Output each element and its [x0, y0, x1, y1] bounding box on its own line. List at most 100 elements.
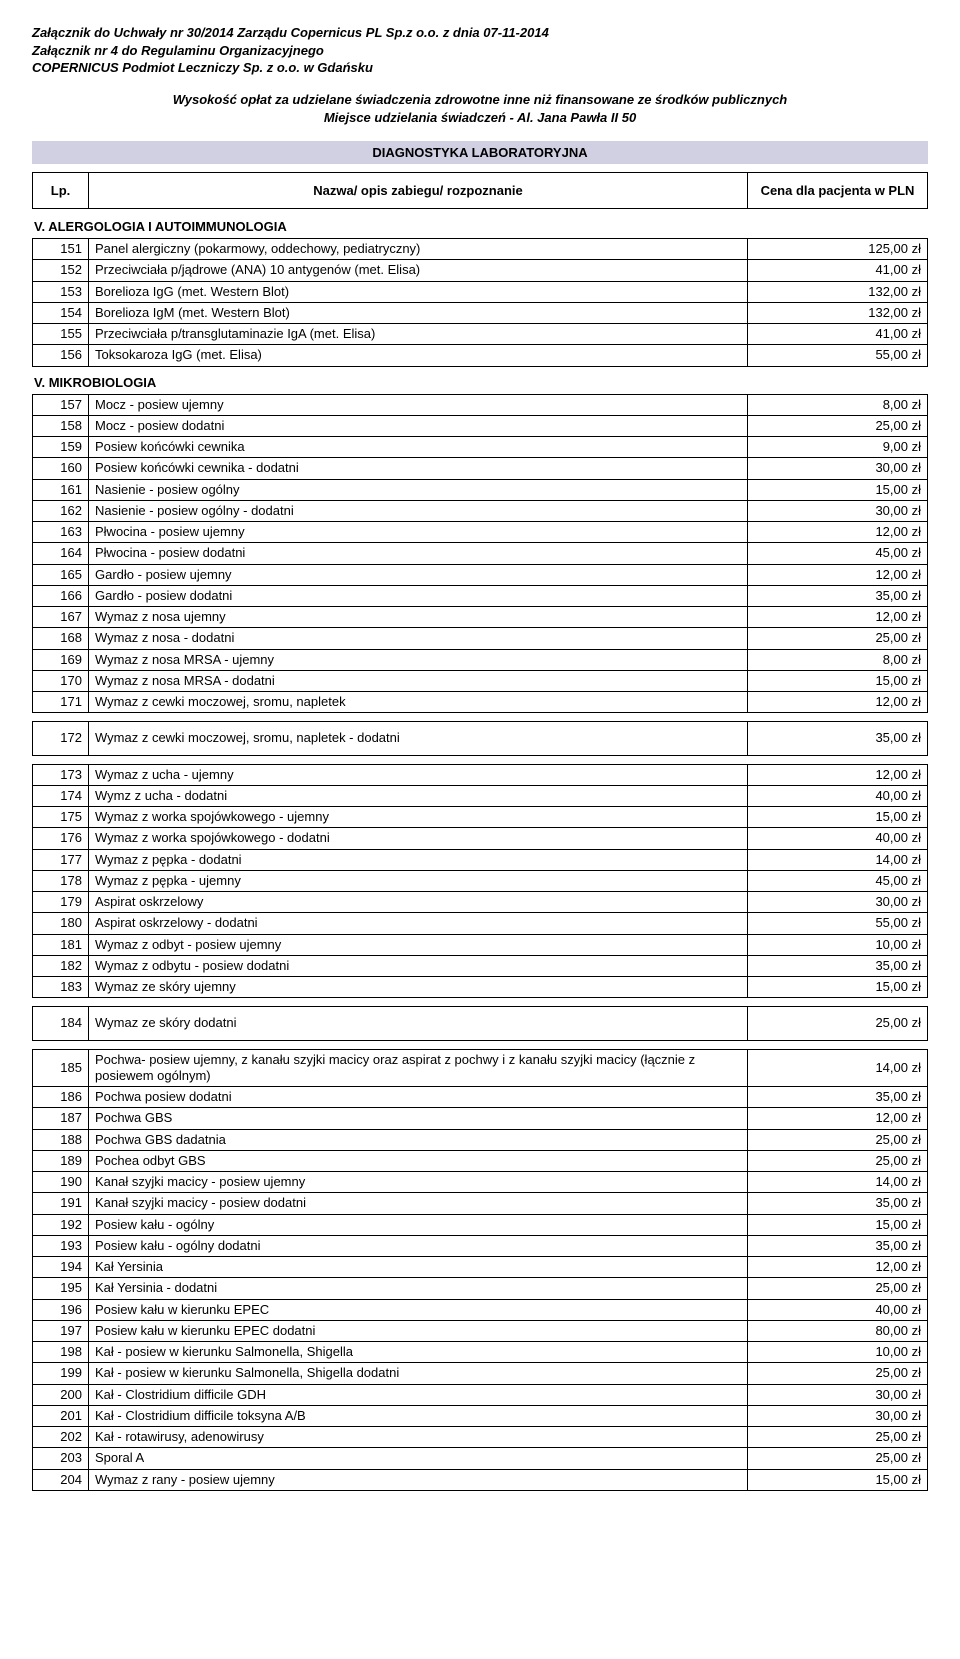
- row-name: Kanał szyjki macicy - posiew dodatni: [89, 1193, 748, 1214]
- column-header-row: Lp. Nazwa/ opis zabiegu/ rozpoznanie Cen…: [33, 173, 928, 209]
- table-row: 159Posiew końcówki cewnika9,00 zł: [33, 437, 928, 458]
- table-row: 181Wymaz z odbyt - posiew ujemny10,00 zł: [33, 934, 928, 955]
- row-name: Przeciwciała p/transglutaminazie IgA (me…: [89, 324, 748, 345]
- row-name: Przeciwciała p/jądrowe (ANA) 10 antygenó…: [89, 260, 748, 281]
- row-price: 30,00 zł: [748, 1384, 928, 1405]
- row-price: 35,00 zł: [748, 722, 928, 755]
- row-name: Płwocina - posiew ujemny: [89, 522, 748, 543]
- row-number: 163: [33, 522, 89, 543]
- row-name: Wymaz ze skóry dodatni: [89, 1007, 748, 1040]
- row-price: 40,00 zł: [748, 1299, 928, 1320]
- data-table: 172Wymaz z cewki moczowej, sromu, naplet…: [32, 721, 928, 755]
- column-header-table: Lp. Nazwa/ opis zabiegu/ rozpoznanie Cen…: [32, 172, 928, 209]
- group-heading: V. MIKROBIOLOGIA: [34, 375, 928, 390]
- row-price: 15,00 zł: [748, 1214, 928, 1235]
- row-name: Nasienie - posiew ogólny: [89, 479, 748, 500]
- row-number: 155: [33, 324, 89, 345]
- table-row: 156Toksokaroza IgG (met. Elisa)55,00 zł: [33, 345, 928, 366]
- row-price: 8,00 zł: [748, 394, 928, 415]
- row-number: 198: [33, 1342, 89, 1363]
- row-price: 80,00 zł: [748, 1320, 928, 1341]
- row-price: 40,00 zł: [748, 828, 928, 849]
- row-number: 175: [33, 807, 89, 828]
- table-row: 154Borelioza IgM (met. Western Blot)132,…: [33, 302, 928, 323]
- data-table: 173Wymaz z ucha - ujemny12,00 zł174Wymz …: [32, 764, 928, 999]
- row-number: 186: [33, 1087, 89, 1108]
- row-number: 188: [33, 1129, 89, 1150]
- row-price: 132,00 zł: [748, 302, 928, 323]
- row-name: Kał Yersinia: [89, 1257, 748, 1278]
- row-number: 167: [33, 607, 89, 628]
- table-row: 200Kał - Clostridium difficile GDH30,00 …: [33, 1384, 928, 1405]
- table-row: 185Pochwa- posiew ujemny, z kanału szyjk…: [33, 1049, 928, 1087]
- row-name: Pochwa posiew dodatni: [89, 1087, 748, 1108]
- row-price: 12,00 zł: [748, 1257, 928, 1278]
- row-number: 202: [33, 1427, 89, 1448]
- row-price: 25,00 zł: [748, 1278, 928, 1299]
- table-row: 164Płwocina - posiew dodatni45,00 zł: [33, 543, 928, 564]
- row-number: 170: [33, 670, 89, 691]
- row-name: Mocz - posiew ujemny: [89, 394, 748, 415]
- table-row: 174Wymz z ucha - dodatni40,00 zł: [33, 785, 928, 806]
- row-number: 154: [33, 302, 89, 323]
- row-name: Wymaz z nosa MRSA - ujemny: [89, 649, 748, 670]
- row-name: Wymaz z pępka - dodatni: [89, 849, 748, 870]
- row-price: 25,00 zł: [748, 1007, 928, 1040]
- row-price: 9,00 zł: [748, 437, 928, 458]
- table-row: 198Kał - posiew w kierunku Salmonella, S…: [33, 1342, 928, 1363]
- row-number: 171: [33, 692, 89, 713]
- row-number: 168: [33, 628, 89, 649]
- groups-container: V. ALERGOLOGIA I AUTOIMMUNOLOGIA151Panel…: [32, 219, 928, 1491]
- row-price: 10,00 zł: [748, 1342, 928, 1363]
- row-name: Pochwa GBS dadatnia: [89, 1129, 748, 1150]
- row-number: 176: [33, 828, 89, 849]
- row-number: 200: [33, 1384, 89, 1405]
- table-row: 188Pochwa GBS dadatnia25,00 zł: [33, 1129, 928, 1150]
- row-price: 132,00 zł: [748, 281, 928, 302]
- row-name: Kanał szyjki macicy - posiew ujemny: [89, 1172, 748, 1193]
- row-number: 185: [33, 1049, 89, 1087]
- row-price: 35,00 zł: [748, 585, 928, 606]
- row-price: 15,00 zł: [748, 977, 928, 998]
- table-row: 179Aspirat oskrzelowy30,00 zł: [33, 892, 928, 913]
- header-line-1: Załącznik do Uchwały nr 30/2014 Zarządu …: [32, 24, 928, 42]
- table-row: 169Wymaz z nosa MRSA - ujemny8,00 zł: [33, 649, 928, 670]
- table-row: 184Wymaz ze skóry dodatni25,00 zł: [33, 1007, 928, 1040]
- row-price: 10,00 zł: [748, 934, 928, 955]
- table-row: 172Wymaz z cewki moczowej, sromu, naplet…: [33, 722, 928, 755]
- row-number: 151: [33, 239, 89, 260]
- row-price: 25,00 zł: [748, 415, 928, 436]
- row-number: 192: [33, 1214, 89, 1235]
- row-number: 187: [33, 1108, 89, 1129]
- row-number: 203: [33, 1448, 89, 1469]
- row-name: Wymaz z nosa MRSA - dodatni: [89, 670, 748, 691]
- row-name: Posiew kału - ogólny dodatni: [89, 1235, 748, 1256]
- document-header: Załącznik do Uchwały nr 30/2014 Zarządu …: [32, 24, 928, 77]
- row-name: Toksokaroza IgG (met. Elisa): [89, 345, 748, 366]
- row-price: 41,00 zł: [748, 324, 928, 345]
- row-number: 204: [33, 1469, 89, 1490]
- section-banner: DIAGNOSTYKA LABORATORYJNA: [32, 141, 928, 164]
- row-name: Aspirat oskrzelowy - dodatni: [89, 913, 748, 934]
- table-row: 160Posiew końcówki cewnika - dodatni30,0…: [33, 458, 928, 479]
- row-name: Gardło - posiew dodatni: [89, 585, 748, 606]
- row-number: 169: [33, 649, 89, 670]
- table-row: 170Wymaz z nosa MRSA - dodatni15,00 zł: [33, 670, 928, 691]
- table-row: 199Kał - posiew w kierunku Salmonella, S…: [33, 1363, 928, 1384]
- row-name: Kał Yersinia - dodatni: [89, 1278, 748, 1299]
- table-row: 152Przeciwciała p/jądrowe (ANA) 10 antyg…: [33, 260, 928, 281]
- row-price: 35,00 zł: [748, 955, 928, 976]
- col-lp: Lp.: [33, 173, 89, 209]
- row-price: 8,00 zł: [748, 649, 928, 670]
- row-price: 30,00 zł: [748, 1405, 928, 1426]
- row-number: 180: [33, 913, 89, 934]
- row-number: 182: [33, 955, 89, 976]
- data-table: 157Mocz - posiew ujemny8,00 zł158Mocz - …: [32, 394, 928, 714]
- table-row: 153Borelioza IgG (met. Western Blot)132,…: [33, 281, 928, 302]
- row-number: 194: [33, 1257, 89, 1278]
- title-line-2: Miejsce udzielania świadczeń - Al. Jana …: [32, 109, 928, 127]
- table-row: 176Wymaz z worka spojówkowego - dodatni4…: [33, 828, 928, 849]
- row-number: 195: [33, 1278, 89, 1299]
- table-row: 166Gardło - posiew dodatni35,00 zł: [33, 585, 928, 606]
- col-name: Nazwa/ opis zabiegu/ rozpoznanie: [89, 173, 748, 209]
